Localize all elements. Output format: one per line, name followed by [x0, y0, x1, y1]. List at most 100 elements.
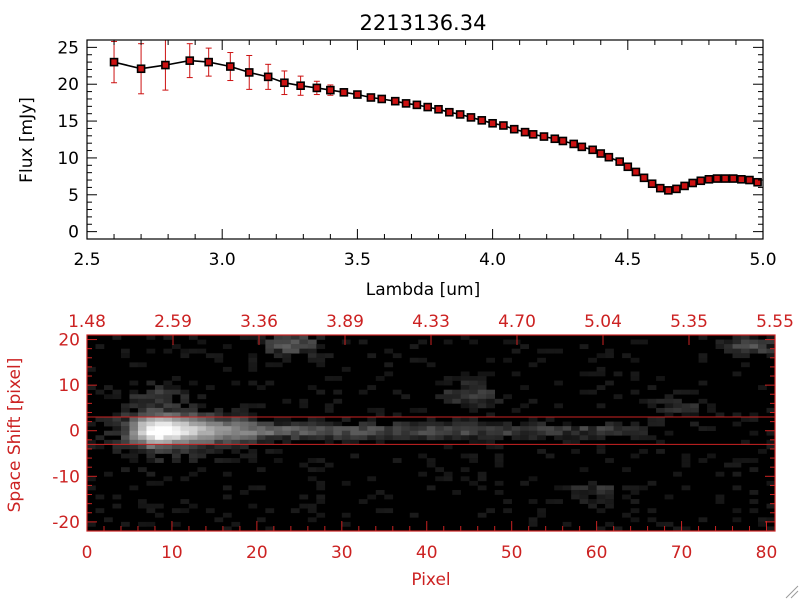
- image-pixel: [375, 489, 385, 495]
- image-pixel: [222, 366, 232, 372]
- image-pixel: [613, 371, 623, 377]
- image-pixel: [358, 499, 368, 504]
- image-pixel: [384, 371, 394, 377]
- flux-point: [720, 174, 730, 183]
- image-pixel: [180, 348, 190, 354]
- image-pixel: [732, 339, 742, 345]
- image-pixel: [707, 426, 716, 432]
- image-pixel: [129, 426, 139, 432]
- image-pixel: [214, 421, 224, 427]
- image-pixel: [494, 444, 504, 450]
- image-pixel: [732, 471, 742, 477]
- image-pixel: [324, 421, 334, 427]
- flux-point: [423, 102, 433, 112]
- image-pixel: [154, 426, 164, 432]
- image-pixel: [409, 512, 419, 518]
- image-pixel: [554, 348, 563, 354]
- image-pixel: [180, 407, 190, 413]
- image-pixel: [724, 339, 733, 345]
- image-pixel: [418, 421, 428, 427]
- image-pixel: [469, 453, 479, 459]
- image-pixel: [120, 521, 130, 527]
- image-pixel: [443, 430, 453, 436]
- image-pixel: [579, 435, 589, 441]
- image-pixel: [673, 398, 682, 404]
- image-pixel: [537, 435, 546, 441]
- image-pixel: [562, 426, 572, 432]
- image-pixel: [571, 435, 580, 441]
- image-pixel: [605, 348, 614, 354]
- image-pixel: [749, 417, 759, 422]
- image-pixel: [409, 344, 419, 349]
- image-pixel: [749, 508, 759, 514]
- image-pixel: [392, 458, 402, 463]
- image-pixel: [605, 489, 614, 495]
- image-pixel: [146, 448, 156, 454]
- image-pixel: [120, 412, 130, 418]
- image-pixel: [418, 407, 428, 413]
- image-pixel: [137, 444, 147, 450]
- image-pixel: [188, 407, 198, 413]
- image-pixel: [401, 430, 411, 436]
- image-pixel: [129, 362, 139, 368]
- image-pixel: [273, 435, 283, 441]
- resize-grip-icon[interactable]: [785, 585, 799, 599]
- image-pixel: [571, 430, 580, 436]
- flux-point: [728, 174, 738, 183]
- image-pixel: [307, 357, 317, 363]
- image-pixel: [333, 421, 343, 427]
- image-top-tick-label: 1.48: [68, 312, 106, 332]
- image-pixel: [698, 517, 708, 523]
- image-pixel: [188, 380, 198, 386]
- image-pixel: [503, 430, 512, 436]
- image-pixel: [681, 403, 691, 409]
- flux-point: [377, 94, 387, 104]
- image-pixel: [290, 435, 300, 441]
- image-pixel: [698, 380, 708, 386]
- image-pixel: [188, 403, 198, 409]
- image-pixel: [469, 407, 479, 413]
- image-pixel: [528, 430, 538, 436]
- image-top-tick-label: 5.04: [584, 312, 622, 332]
- image-pixel: [307, 385, 317, 390]
- image-pixel: [214, 439, 224, 445]
- image-pixel: [231, 380, 241, 386]
- flux-point: [672, 184, 681, 194]
- image-pixel: [103, 471, 113, 477]
- image-pixel: [766, 517, 776, 523]
- image-pixel: [469, 458, 479, 463]
- image-pixel: [579, 344, 589, 349]
- image-pixel: [222, 417, 232, 422]
- image-pixel: [188, 448, 198, 454]
- image-pixel: [656, 376, 665, 381]
- image-pixel: [197, 448, 207, 454]
- image-pixel: [154, 421, 164, 427]
- image-pixel: [741, 362, 750, 368]
- image-pixel: [146, 335, 156, 340]
- image-pixel: [146, 380, 156, 386]
- flux-point: [244, 68, 254, 77]
- image-pixel: [120, 444, 130, 450]
- image-pixel: [316, 389, 326, 395]
- flux-point: [520, 127, 530, 137]
- image-pixel: [477, 476, 487, 482]
- image-pixel: [231, 448, 241, 454]
- image-pixel: [537, 512, 546, 518]
- image-pixel: [324, 407, 334, 413]
- image-pixel: [630, 357, 640, 363]
- image-pixel: [307, 467, 317, 473]
- image-pixel: [307, 348, 317, 354]
- image-pixel: [486, 426, 495, 432]
- image-pixel: [758, 339, 767, 345]
- image-pixel: [664, 398, 674, 404]
- flux-point: [312, 83, 322, 93]
- image-pixel: [477, 421, 487, 427]
- image-pixel: [469, 398, 479, 404]
- image-pixel: [197, 430, 207, 436]
- image-pixel: [290, 430, 300, 436]
- image-pixel: [222, 421, 232, 427]
- image-pixel: [630, 508, 640, 514]
- image-pixel: [392, 412, 402, 418]
- image-pixel: [605, 430, 614, 436]
- image-pixel: [197, 426, 207, 432]
